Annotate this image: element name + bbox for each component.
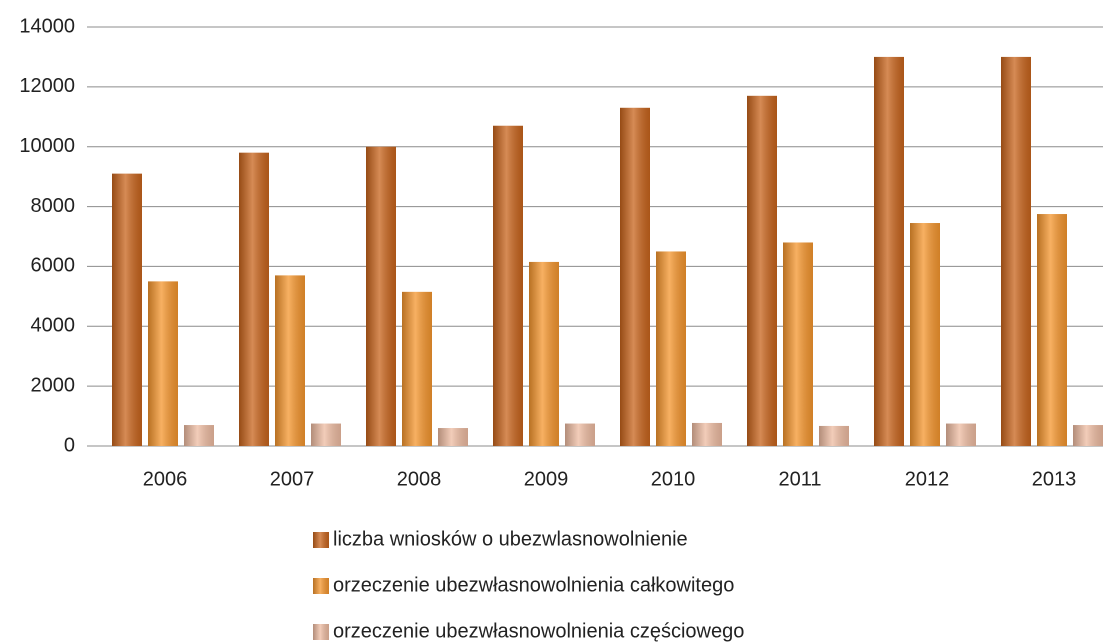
bar-shading	[311, 423, 341, 446]
x-tick-label: 2010	[651, 468, 696, 490]
legend-swatch-shading	[313, 578, 329, 594]
y-tick-label: 0	[64, 434, 75, 456]
bar-shading	[565, 423, 595, 446]
bar-shading	[493, 125, 523, 446]
bar-shading	[692, 422, 722, 446]
bar-shading	[275, 275, 305, 446]
x-tick-label: 2008	[397, 468, 442, 490]
x-tick-label: 2011	[778, 468, 821, 490]
bar-shading	[529, 261, 559, 446]
bar-shading	[184, 425, 214, 446]
x-tick-label: 2009	[524, 468, 569, 490]
legend-label: liczba wniosków o ubezwlasnowolnienie	[333, 528, 688, 550]
x-tick-label: 2012	[905, 468, 950, 490]
bar-shading	[1001, 56, 1031, 447]
bar-shading	[783, 242, 813, 446]
legend-label: orzeczenie ubezwłasnowolnienia częściowe…	[333, 620, 744, 642]
bar-shading	[402, 291, 432, 446]
bar-shading	[1037, 214, 1067, 446]
bar-shading	[438, 428, 468, 446]
x-tick-label: 2006	[143, 468, 188, 490]
bar-shading	[620, 107, 650, 447]
x-tick-label: 2007	[270, 468, 315, 490]
bar-shading	[747, 95, 777, 446]
y-tick-label: 4000	[31, 315, 76, 337]
bar-shading	[656, 251, 686, 446]
bar-shading	[239, 152, 269, 446]
y-tick-label: 2000	[31, 374, 76, 396]
bar-shading	[1073, 425, 1103, 446]
y-tick-label: 14000	[19, 15, 75, 37]
bar-shading	[366, 146, 396, 446]
bar-shading	[819, 425, 849, 446]
x-tick-label: 2013	[1032, 468, 1077, 490]
bar-shading	[148, 281, 178, 446]
y-tick-label: 10000	[19, 135, 75, 157]
legend-swatch-shading	[313, 532, 329, 548]
legend-swatch-shading	[313, 624, 329, 640]
y-tick-label: 8000	[31, 195, 76, 217]
legend-label: orzeczenie ubezwłasnowolnienia całkowite…	[333, 574, 734, 596]
bar-shading	[874, 56, 904, 447]
bar-shading	[910, 223, 940, 446]
bar-shading	[946, 423, 976, 446]
y-tick-label: 12000	[19, 75, 75, 97]
y-tick-label: 6000	[31, 255, 76, 277]
bar-shading	[112, 173, 142, 446]
